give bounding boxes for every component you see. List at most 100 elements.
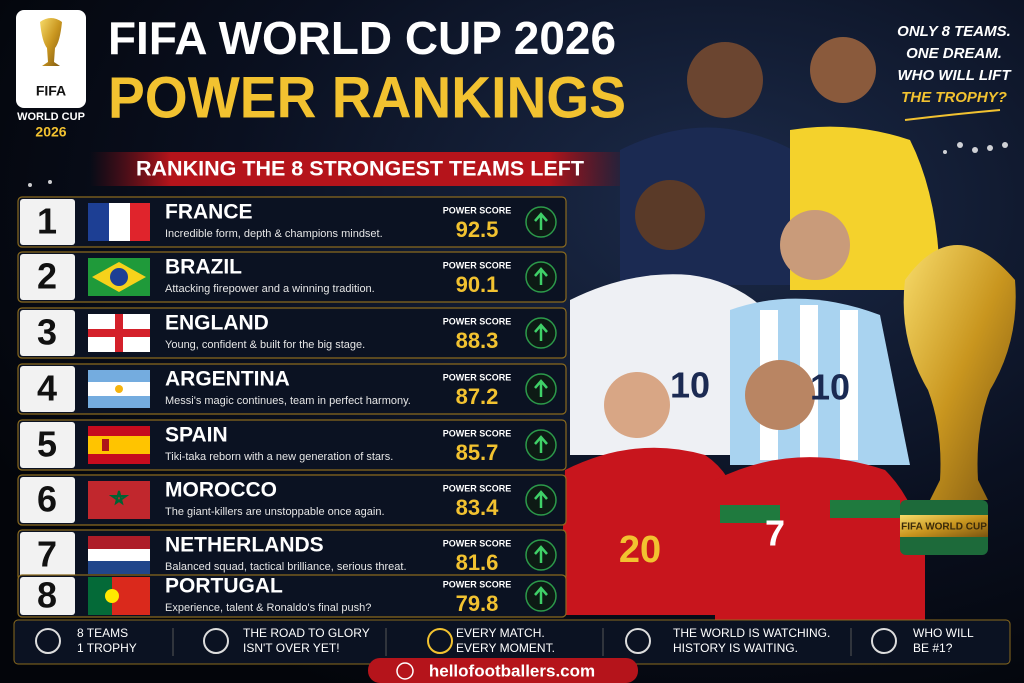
flag [88,481,150,519]
flag [88,436,150,454]
jersey-number: 20 [619,529,661,571]
ranking-row: 6 MOROCCO The giant-killers are unstoppabl… [17,474,567,526]
footer-text: THE WORLD IS WATCHING. [673,626,830,640]
rank-box [20,422,75,468]
rank-box [20,477,75,523]
rank-number: 8 [37,575,57,616]
ranking-row: 4 ARGENTINA Messi's magic continues, team … [17,363,567,415]
flag [105,589,119,603]
rank-box [20,310,75,356]
row-bg [17,474,567,526]
footer-text: THE ROAD TO GLORY [243,626,370,640]
team-name: ENGLAND [165,312,269,335]
flag [88,426,150,464]
footer-icon [203,628,229,654]
ranking-row: 7 NETHERLANDS Balanced squad, tactical bri… [17,529,567,581]
team-description: Balanced squad, tactical brilliance, ser… [165,561,407,573]
trend-arrow [534,379,548,397]
rank-number: 7 [37,534,57,575]
flag [88,396,150,408]
team-description: Messi's magic continues, team in perfect… [165,395,411,407]
footer-text: EVERY MATCH. [456,626,545,640]
ranking-row: 2 BRAZIL Attacking firepower and a winning… [17,251,567,303]
trend-arrow [534,586,548,604]
flag [88,314,150,352]
tagline-highlight: THE TROPHY? [901,89,1007,106]
row-bg [17,307,567,359]
ranking-row: 3 ENGLAND Young, confident & built for the… [17,307,567,359]
logo-line: WORLD CUP [17,111,85,123]
team-description: Young, confident & built for the big sta… [165,339,365,351]
power-score: 83.4 [456,495,500,520]
trend-arrow [534,267,548,285]
tagline-line: ONLY 8 TEAMS. [897,23,1011,40]
flag [108,490,130,506]
rankings: 1 FRANCE Incredible form, depth & champion… [17,196,567,618]
footer-text: 1 TROPHY [77,641,137,655]
footer-text: WHO WILL [913,626,974,640]
flag [88,549,150,561]
tagline-line: WHO WILL LIFT [897,67,1012,84]
team-description: Tiki-taka reborn with a new generation o… [165,451,393,463]
power-score: 88.3 [456,328,499,353]
trend-arrow [534,212,548,230]
flag [102,439,109,451]
jersey-number: 7 [765,513,785,554]
score-label: POWER SCORE [443,538,512,548]
team-name: MOROCCO [165,479,277,502]
jersey-number: 10 [670,365,710,406]
stadium-lights [28,142,1008,187]
flag [88,203,150,241]
flag [88,536,150,549]
row-bg [17,251,567,303]
trend-arrow [534,435,548,453]
rank-number: 2 [37,256,57,297]
team-description: Attacking firepower and a winning tradit… [165,283,375,295]
title: FIFA WORLD CUP 2026 [108,12,616,64]
rank-box [20,532,75,578]
flag [88,370,150,382]
score-label: POWER SCORE [443,205,512,215]
website-pill [368,658,638,683]
team-description: Incredible form, depth & champions minds… [165,228,383,240]
team-name: BRAZIL [165,256,242,279]
logo-brand: FIFA [36,83,66,99]
footer-text: ISN'T OVER YET! [243,641,340,655]
team-description: Experience, talent & Ronaldo's final pus… [165,602,371,614]
trend-arrow [534,545,548,563]
rank-box [20,577,75,615]
tagline-line: ONE DREAM. [906,45,1002,62]
power-score: 92.5 [456,217,499,242]
rank-number: 6 [37,479,57,520]
subtitle-band [90,152,630,186]
tagline: ONLY 8 TEAMS. ONE DREAM. WHO WILL LIFT T… [897,23,1012,121]
flag [110,268,128,286]
power-score: 79.8 [456,591,499,616]
logo-year: 2026 [35,124,66,140]
trophy-text: FIFA WORLD CUP [901,522,987,533]
flag [88,329,150,337]
rank-box [20,366,75,412]
footer-text: HISTORY IS WAITING. [673,641,798,655]
footer-icon [625,628,651,654]
team-name: ARGENTINA [165,368,290,391]
globe-icon [396,662,414,680]
footer-icon [871,628,897,654]
rank-number: 4 [37,368,57,409]
rank-number: 1 [37,201,57,242]
logo: FIFA WORLD CUP 2026 [16,10,86,140]
jersey-number: 10 [810,367,850,408]
footer-text: 8 TEAMS [77,626,128,640]
team-name: PORTUGAL [165,575,283,598]
power-score: 85.7 [456,440,499,465]
flag [88,370,150,408]
flag [88,536,150,574]
ranking-row: 8 PORTUGAL Experience, talent & Ronaldo's … [17,574,567,618]
flag [115,385,123,393]
flag [88,577,150,615]
rank-number: 5 [37,424,57,465]
footer-icon [35,628,61,654]
team-name: SPAIN [165,424,228,447]
score-label: POWER SCORE [443,316,512,326]
